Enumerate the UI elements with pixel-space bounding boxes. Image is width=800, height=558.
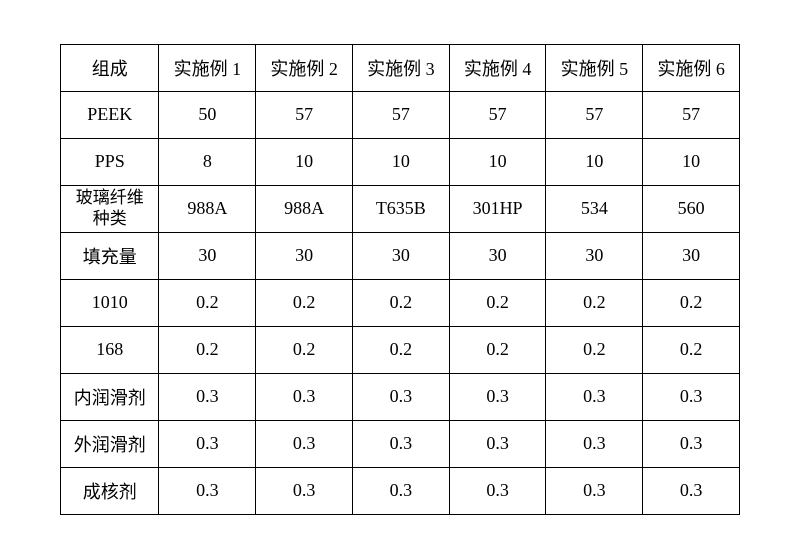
cell: 0.3 [256,373,353,420]
cell: 0.2 [256,279,353,326]
row-label: PEEK [61,91,159,138]
cell: 57 [352,91,449,138]
cell: 57 [256,91,353,138]
cell: T635B [352,185,449,232]
table-row: PPS 8 10 10 10 10 10 [61,138,740,185]
row-label-line1: 玻璃纤维 [76,188,144,207]
cell: 50 [159,91,256,138]
table-header-row: 组成 实施例 1 实施例 2 实施例 3 实施例 4 实施例 5 实施例 6 [61,44,740,91]
cell: 988A [256,185,353,232]
row-label: 1010 [61,279,159,326]
cell: 0.3 [256,420,353,467]
cell: 10 [352,138,449,185]
col-header: 实施例 2 [256,44,353,91]
col-header: 实施例 5 [546,44,643,91]
cell: 0.3 [643,420,740,467]
cell: 30 [449,232,546,279]
cell: 0.2 [352,326,449,373]
row-label: 内润滑剂 [61,373,159,420]
row-label: 成核剂 [61,467,159,514]
cell: 30 [159,232,256,279]
cell: 0.3 [546,420,643,467]
cell: 10 [449,138,546,185]
cell: 0.2 [643,279,740,326]
cell: 30 [352,232,449,279]
cell: 0.2 [643,326,740,373]
composition-table-container: 组成 实施例 1 实施例 2 实施例 3 实施例 4 实施例 5 实施例 6 P… [60,44,740,515]
cell: 988A [159,185,256,232]
col-header: 组成 [61,44,159,91]
row-label: 玻璃纤维 种类 [61,185,159,232]
cell: 0.2 [159,279,256,326]
cell: 0.3 [546,373,643,420]
row-label: 填充量 [61,232,159,279]
cell: 0.3 [449,373,546,420]
row-label: PPS [61,138,159,185]
cell: 57 [546,91,643,138]
cell: 0.3 [352,467,449,514]
table-row: 1010 0.2 0.2 0.2 0.2 0.2 0.2 [61,279,740,326]
cell: 560 [643,185,740,232]
cell: 0.3 [546,467,643,514]
table-row: 外润滑剂 0.3 0.3 0.3 0.3 0.3 0.3 [61,420,740,467]
cell: 0.3 [352,373,449,420]
cell: 0.2 [159,326,256,373]
cell: 0.2 [352,279,449,326]
cell: 0.3 [643,467,740,514]
cell: 30 [643,232,740,279]
cell: 0.2 [546,326,643,373]
cell: 0.3 [159,467,256,514]
cell: 0.2 [256,326,353,373]
col-header: 实施例 6 [643,44,740,91]
cell: 301HP [449,185,546,232]
col-header: 实施例 3 [352,44,449,91]
row-label-line2: 种类 [93,209,127,228]
table-row: 内润滑剂 0.3 0.3 0.3 0.3 0.3 0.3 [61,373,740,420]
cell: 0.3 [159,420,256,467]
table-row: 填充量 30 30 30 30 30 30 [61,232,740,279]
row-label: 外润滑剂 [61,420,159,467]
cell: 10 [643,138,740,185]
composition-table: 组成 实施例 1 实施例 2 实施例 3 实施例 4 实施例 5 实施例 6 P… [60,44,740,515]
table-row: 玻璃纤维 种类 988A 988A T635B 301HP 534 560 [61,185,740,232]
table-row: 成核剂 0.3 0.3 0.3 0.3 0.3 0.3 [61,467,740,514]
cell: 0.2 [449,279,546,326]
table-row: 168 0.2 0.2 0.2 0.2 0.2 0.2 [61,326,740,373]
row-label: 168 [61,326,159,373]
cell: 10 [546,138,643,185]
col-header: 实施例 4 [449,44,546,91]
cell: 534 [546,185,643,232]
cell: 0.2 [546,279,643,326]
cell: 10 [256,138,353,185]
cell: 57 [449,91,546,138]
cell: 0.3 [449,420,546,467]
cell: 30 [546,232,643,279]
cell: 0.3 [256,467,353,514]
cell: 57 [643,91,740,138]
col-header: 实施例 1 [159,44,256,91]
cell: 30 [256,232,353,279]
cell: 0.3 [352,420,449,467]
cell: 0.3 [643,373,740,420]
cell: 8 [159,138,256,185]
cell: 0.2 [449,326,546,373]
cell: 0.3 [449,467,546,514]
cell: 0.3 [159,373,256,420]
table-row: PEEK 50 57 57 57 57 57 [61,91,740,138]
